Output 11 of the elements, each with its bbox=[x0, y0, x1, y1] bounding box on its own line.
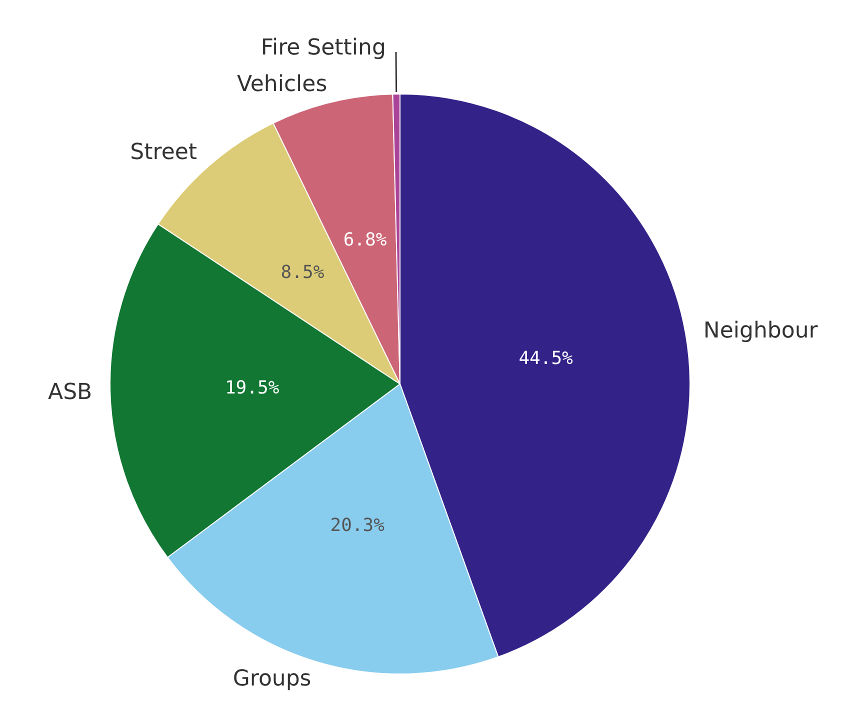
slice-label: Fire Setting bbox=[260, 36, 386, 61]
data-label: 20.3% bbox=[330, 515, 385, 536]
slice-label: Groups bbox=[232, 666, 312, 692]
slice-label: Street bbox=[130, 140, 198, 165]
slice-label: ASB bbox=[48, 380, 92, 406]
data-label: 44.5% bbox=[518, 348, 574, 370]
data-label: 8.5% bbox=[280, 262, 324, 284]
slice-label: Neighbour bbox=[703, 318, 819, 344]
data-label: 6.8% bbox=[343, 230, 387, 251]
slice-label: Vehicles bbox=[237, 72, 328, 98]
data-label: 19.5% bbox=[224, 378, 280, 399]
